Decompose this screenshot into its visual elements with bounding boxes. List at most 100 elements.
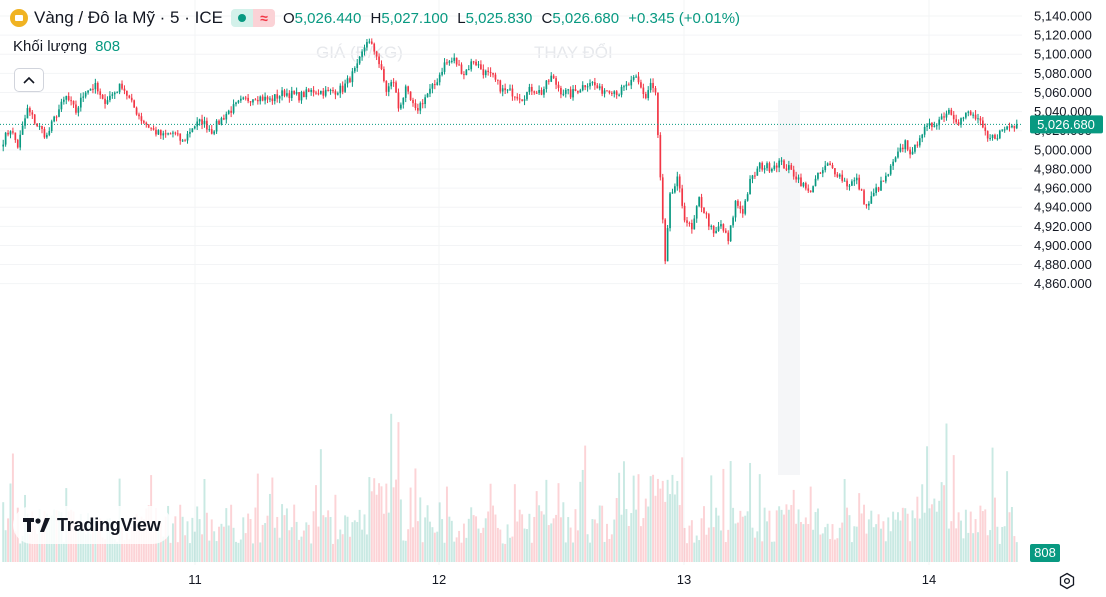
candle <box>84 91 87 99</box>
candle <box>324 86 327 98</box>
candle <box>579 88 582 93</box>
volume-bar <box>341 534 344 562</box>
candle <box>724 228 727 234</box>
candle <box>756 166 759 176</box>
tradingview-logo[interactable]: TradingView <box>13 506 172 544</box>
low-value: 5,025.830 <box>465 9 533 27</box>
market-status[interactable]: ≈ <box>230 9 275 27</box>
candle <box>516 93 519 101</box>
volume-bar <box>441 519 444 562</box>
volume-bar <box>637 474 640 562</box>
candle <box>380 60 383 71</box>
volume-bar <box>431 527 434 562</box>
candle <box>353 66 356 74</box>
volume-bar <box>1003 526 1006 562</box>
volume-bar <box>1006 471 1009 562</box>
volume-bar <box>858 493 861 562</box>
candle <box>550 72 553 83</box>
volume-bar <box>838 527 841 562</box>
volume-bar <box>962 538 965 562</box>
candle <box>174 131 177 136</box>
candle <box>235 101 237 107</box>
volume-bar <box>855 526 858 562</box>
volume-bar <box>610 534 613 562</box>
volume-bar <box>875 524 878 562</box>
collapse-legend-button[interactable] <box>14 68 44 92</box>
candle <box>865 203 868 209</box>
volume-bar <box>753 537 756 562</box>
candle <box>312 86 315 97</box>
volume-bar <box>836 538 839 562</box>
volume-bar <box>445 486 448 562</box>
candle <box>618 93 620 97</box>
volume-bar <box>523 528 526 562</box>
candle <box>82 92 85 102</box>
candle <box>914 144 916 154</box>
volume-bar <box>494 514 497 562</box>
ohlc-values: O5,026.440 H5,027.100 L5,025.830 C5,026.… <box>282 9 741 27</box>
volume-bar <box>198 519 201 562</box>
volume-bar <box>276 516 279 562</box>
volume-bar <box>552 518 555 562</box>
candle <box>722 223 725 233</box>
volume-bar <box>751 527 754 562</box>
candle <box>948 107 950 115</box>
candle <box>387 82 390 97</box>
candle <box>276 89 279 103</box>
candle <box>385 80 388 96</box>
volume-bar <box>513 484 516 562</box>
volume-bar <box>487 511 490 562</box>
x-tick-label: 12 <box>432 572 446 587</box>
volume-bar <box>278 537 281 562</box>
volume-bar <box>746 511 749 562</box>
volume-bar <box>984 509 987 562</box>
volume-bar <box>424 517 427 562</box>
candle <box>48 127 51 137</box>
volume-bar <box>511 536 514 562</box>
volume-bar <box>504 543 507 562</box>
symbol-title[interactable]: Vàng / Đô la Mỹ · 5 · ICE <box>34 8 223 27</box>
volume-bar <box>659 488 662 562</box>
volume-bar <box>181 516 184 562</box>
volume-bar <box>654 495 657 562</box>
candle <box>346 75 349 88</box>
candle <box>87 90 89 95</box>
volume-bar <box>336 539 339 562</box>
candle <box>870 191 873 204</box>
volume-bar <box>826 523 829 562</box>
candle <box>101 93 104 100</box>
volume-bar <box>264 523 267 562</box>
candle <box>213 130 216 136</box>
candle <box>814 175 817 187</box>
volume-bar <box>960 520 962 562</box>
y-tick-label: 4,900.000 <box>1034 238 1092 253</box>
candle <box>521 99 523 102</box>
volume-bar <box>392 487 395 562</box>
volume-bar <box>724 542 727 562</box>
volume-bar <box>249 519 252 562</box>
candle <box>984 123 987 136</box>
candle <box>974 110 977 121</box>
settings-gear-icon[interactable] <box>1058 572 1076 590</box>
volume-bar <box>128 539 131 562</box>
candle <box>841 170 844 183</box>
candle <box>720 220 722 229</box>
volume-bar <box>535 491 538 562</box>
volume-bar <box>171 523 174 562</box>
candle <box>567 88 570 95</box>
candle <box>164 129 167 138</box>
volume-bar <box>559 517 562 562</box>
volume-bar <box>387 512 390 562</box>
candle <box>872 188 875 197</box>
volume-bar <box>991 447 994 562</box>
candle <box>378 53 380 68</box>
candle <box>979 116 982 126</box>
volume-bar <box>130 526 133 562</box>
candle <box>239 95 242 103</box>
volume-bar <box>630 513 633 562</box>
volume-bar <box>918 518 921 562</box>
candle <box>955 114 958 125</box>
volume-bar <box>608 538 611 562</box>
volume-bar <box>703 506 705 562</box>
